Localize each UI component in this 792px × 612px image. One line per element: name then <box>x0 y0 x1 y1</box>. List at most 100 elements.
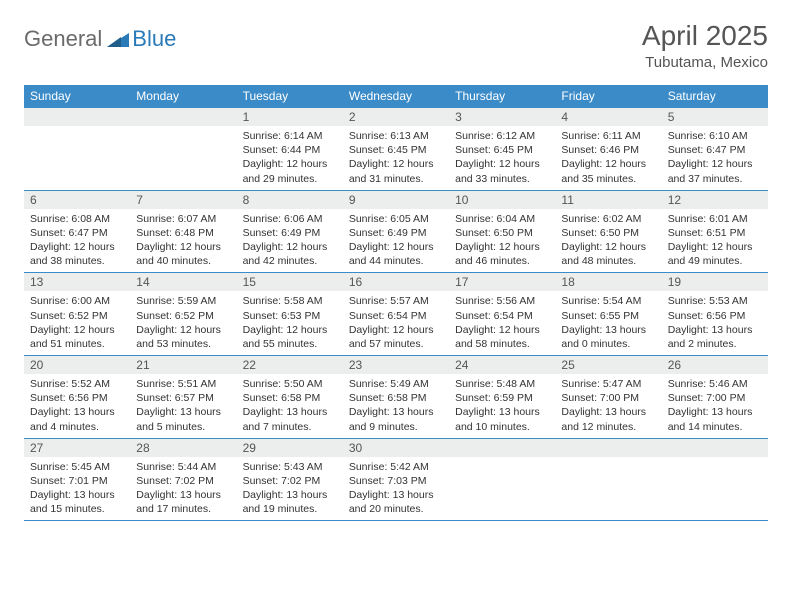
sunrise-text: Sunrise: 6:02 AM <box>561 212 655 226</box>
sunrise-text: Sunrise: 6:12 AM <box>455 129 549 143</box>
calendar-cell: 27Sunrise: 5:45 AMSunset: 7:01 PMDayligh… <box>24 438 130 521</box>
day-number: 15 <box>237 273 343 291</box>
cell-body: Sunrise: 5:52 AMSunset: 6:56 PMDaylight:… <box>24 374 130 438</box>
sunrise-text: Sunrise: 5:59 AM <box>136 294 230 308</box>
sunset-text: Sunset: 6:52 PM <box>136 309 230 323</box>
calendar-cell: 18Sunrise: 5:54 AMSunset: 6:55 PMDayligh… <box>555 273 661 356</box>
daylight-text: Daylight: 12 hours and 49 minutes. <box>668 240 762 268</box>
cell-body: Sunrise: 6:14 AMSunset: 6:44 PMDaylight:… <box>237 126 343 190</box>
daylight-text: Daylight: 12 hours and 31 minutes. <box>349 157 443 185</box>
daylight-text: Daylight: 13 hours and 10 minutes. <box>455 405 549 433</box>
sunset-text: Sunset: 6:56 PM <box>668 309 762 323</box>
calendar-cell: 2Sunrise: 6:13 AMSunset: 6:45 PMDaylight… <box>343 108 449 191</box>
sunset-text: Sunset: 6:49 PM <box>349 226 443 240</box>
sunrise-text: Sunrise: 5:46 AM <box>668 377 762 391</box>
calendar-cell: 29Sunrise: 5:43 AMSunset: 7:02 PMDayligh… <box>237 438 343 521</box>
day-number: 4 <box>555 108 661 126</box>
calendar-cell: 19Sunrise: 5:53 AMSunset: 6:56 PMDayligh… <box>662 273 768 356</box>
daylight-text: Daylight: 13 hours and 12 minutes. <box>561 405 655 433</box>
daylight-text: Daylight: 13 hours and 2 minutes. <box>668 323 762 351</box>
sunrise-text: Sunrise: 6:06 AM <box>243 212 337 226</box>
cell-body: Sunrise: 5:49 AMSunset: 6:58 PMDaylight:… <box>343 374 449 438</box>
daylight-text: Daylight: 12 hours and 35 minutes. <box>561 157 655 185</box>
cell-body: Sunrise: 5:48 AMSunset: 6:59 PMDaylight:… <box>449 374 555 438</box>
cell-body: Sunrise: 5:54 AMSunset: 6:55 PMDaylight:… <box>555 291 661 355</box>
sunrise-text: Sunrise: 6:10 AM <box>668 129 762 143</box>
calendar-cell <box>662 438 768 521</box>
daylight-text: Daylight: 12 hours and 53 minutes. <box>136 323 230 351</box>
sunrise-text: Sunrise: 6:01 AM <box>668 212 762 226</box>
calendar-cell: 20Sunrise: 5:52 AMSunset: 6:56 PMDayligh… <box>24 356 130 439</box>
sunrise-text: Sunrise: 5:56 AM <box>455 294 549 308</box>
day-number: 9 <box>343 191 449 209</box>
sunrise-text: Sunrise: 5:44 AM <box>136 460 230 474</box>
sunset-text: Sunset: 7:02 PM <box>136 474 230 488</box>
sunrise-text: Sunrise: 5:52 AM <box>30 377 124 391</box>
sunset-text: Sunset: 6:55 PM <box>561 309 655 323</box>
day-number: 8 <box>237 191 343 209</box>
cell-body: Sunrise: 6:10 AMSunset: 6:47 PMDaylight:… <box>662 126 768 190</box>
sunrise-text: Sunrise: 5:49 AM <box>349 377 443 391</box>
cell-body: Sunrise: 5:50 AMSunset: 6:58 PMDaylight:… <box>237 374 343 438</box>
calendar-cell: 12Sunrise: 6:01 AMSunset: 6:51 PMDayligh… <box>662 190 768 273</box>
daylight-text: Daylight: 12 hours and 40 minutes. <box>136 240 230 268</box>
day-number: 23 <box>343 356 449 374</box>
sunrise-text: Sunrise: 6:11 AM <box>561 129 655 143</box>
daylight-text: Daylight: 12 hours and 33 minutes. <box>455 157 549 185</box>
day-header: Friday <box>555 85 661 108</box>
cell-body: Sunrise: 5:47 AMSunset: 7:00 PMDaylight:… <box>555 374 661 438</box>
calendar-week: 6Sunrise: 6:08 AMSunset: 6:47 PMDaylight… <box>24 190 768 273</box>
cell-body: Sunrise: 5:51 AMSunset: 6:57 PMDaylight:… <box>130 374 236 438</box>
day-header: Tuesday <box>237 85 343 108</box>
daylight-text: Daylight: 12 hours and 51 minutes. <box>30 323 124 351</box>
sunset-text: Sunset: 6:46 PM <box>561 143 655 157</box>
sunrise-text: Sunrise: 5:47 AM <box>561 377 655 391</box>
day-number <box>662 439 768 457</box>
day-number <box>130 108 236 126</box>
day-number: 26 <box>662 356 768 374</box>
sunset-text: Sunset: 6:56 PM <box>30 391 124 405</box>
header: General Blue April 2025 Tubutama, Mexico <box>24 20 768 71</box>
sunset-text: Sunset: 6:58 PM <box>349 391 443 405</box>
daylight-text: Daylight: 13 hours and 4 minutes. <box>30 405 124 433</box>
daylight-text: Daylight: 13 hours and 7 minutes. <box>243 405 337 433</box>
day-number: 19 <box>662 273 768 291</box>
day-number: 10 <box>449 191 555 209</box>
day-number <box>24 108 130 126</box>
sunrise-text: Sunrise: 5:51 AM <box>136 377 230 391</box>
sunset-text: Sunset: 7:01 PM <box>30 474 124 488</box>
calendar-cell: 25Sunrise: 5:47 AMSunset: 7:00 PMDayligh… <box>555 356 661 439</box>
sunrise-text: Sunrise: 5:58 AM <box>243 294 337 308</box>
cell-body: Sunrise: 5:57 AMSunset: 6:54 PMDaylight:… <box>343 291 449 355</box>
sunset-text: Sunset: 7:03 PM <box>349 474 443 488</box>
cell-body: Sunrise: 5:42 AMSunset: 7:03 PMDaylight:… <box>343 457 449 521</box>
daylight-text: Daylight: 12 hours and 29 minutes. <box>243 157 337 185</box>
cell-body: Sunrise: 6:01 AMSunset: 6:51 PMDaylight:… <box>662 209 768 273</box>
day-number: 24 <box>449 356 555 374</box>
day-number: 22 <box>237 356 343 374</box>
sunset-text: Sunset: 7:02 PM <box>243 474 337 488</box>
cell-body: Sunrise: 6:06 AMSunset: 6:49 PMDaylight:… <box>237 209 343 273</box>
daylight-text: Daylight: 13 hours and 17 minutes. <box>136 488 230 516</box>
day-number: 3 <box>449 108 555 126</box>
sunset-text: Sunset: 6:45 PM <box>349 143 443 157</box>
sunset-text: Sunset: 6:54 PM <box>455 309 549 323</box>
calendar-cell: 4 Sunrise: 6:11 AMSunset: 6:46 PMDaylight… <box>555 108 661 191</box>
sunset-text: Sunset: 7:00 PM <box>561 391 655 405</box>
calendar-cell: 16Sunrise: 5:57 AMSunset: 6:54 PMDayligh… <box>343 273 449 356</box>
sunset-text: Sunset: 6:47 PM <box>30 226 124 240</box>
calendar-cell: 10Sunrise: 6:04 AMSunset: 6:50 PMDayligh… <box>449 190 555 273</box>
logo-text-blue: Blue <box>132 26 176 52</box>
daylight-text: Daylight: 13 hours and 9 minutes. <box>349 405 443 433</box>
calendar-cell: 6Sunrise: 6:08 AMSunset: 6:47 PMDaylight… <box>24 190 130 273</box>
calendar-week: 13Sunrise: 6:00 AMSunset: 6:52 PMDayligh… <box>24 273 768 356</box>
calendar-cell: 1Sunrise: 6:14 AMSunset: 6:44 PMDaylight… <box>237 108 343 191</box>
day-number: 5 <box>662 108 768 126</box>
sunrise-text: Sunrise: 5:54 AM <box>561 294 655 308</box>
day-number: 1 <box>237 108 343 126</box>
calendar-cell: 5Sunrise: 6:10 AMSunset: 6:47 PMDaylight… <box>662 108 768 191</box>
day-number: 29 <box>237 439 343 457</box>
cell-body: Sunrise: 6:12 AMSunset: 6:45 PMDaylight:… <box>449 126 555 190</box>
daylight-text: Daylight: 12 hours and 42 minutes. <box>243 240 337 268</box>
daylight-text: Daylight: 13 hours and 0 minutes. <box>561 323 655 351</box>
